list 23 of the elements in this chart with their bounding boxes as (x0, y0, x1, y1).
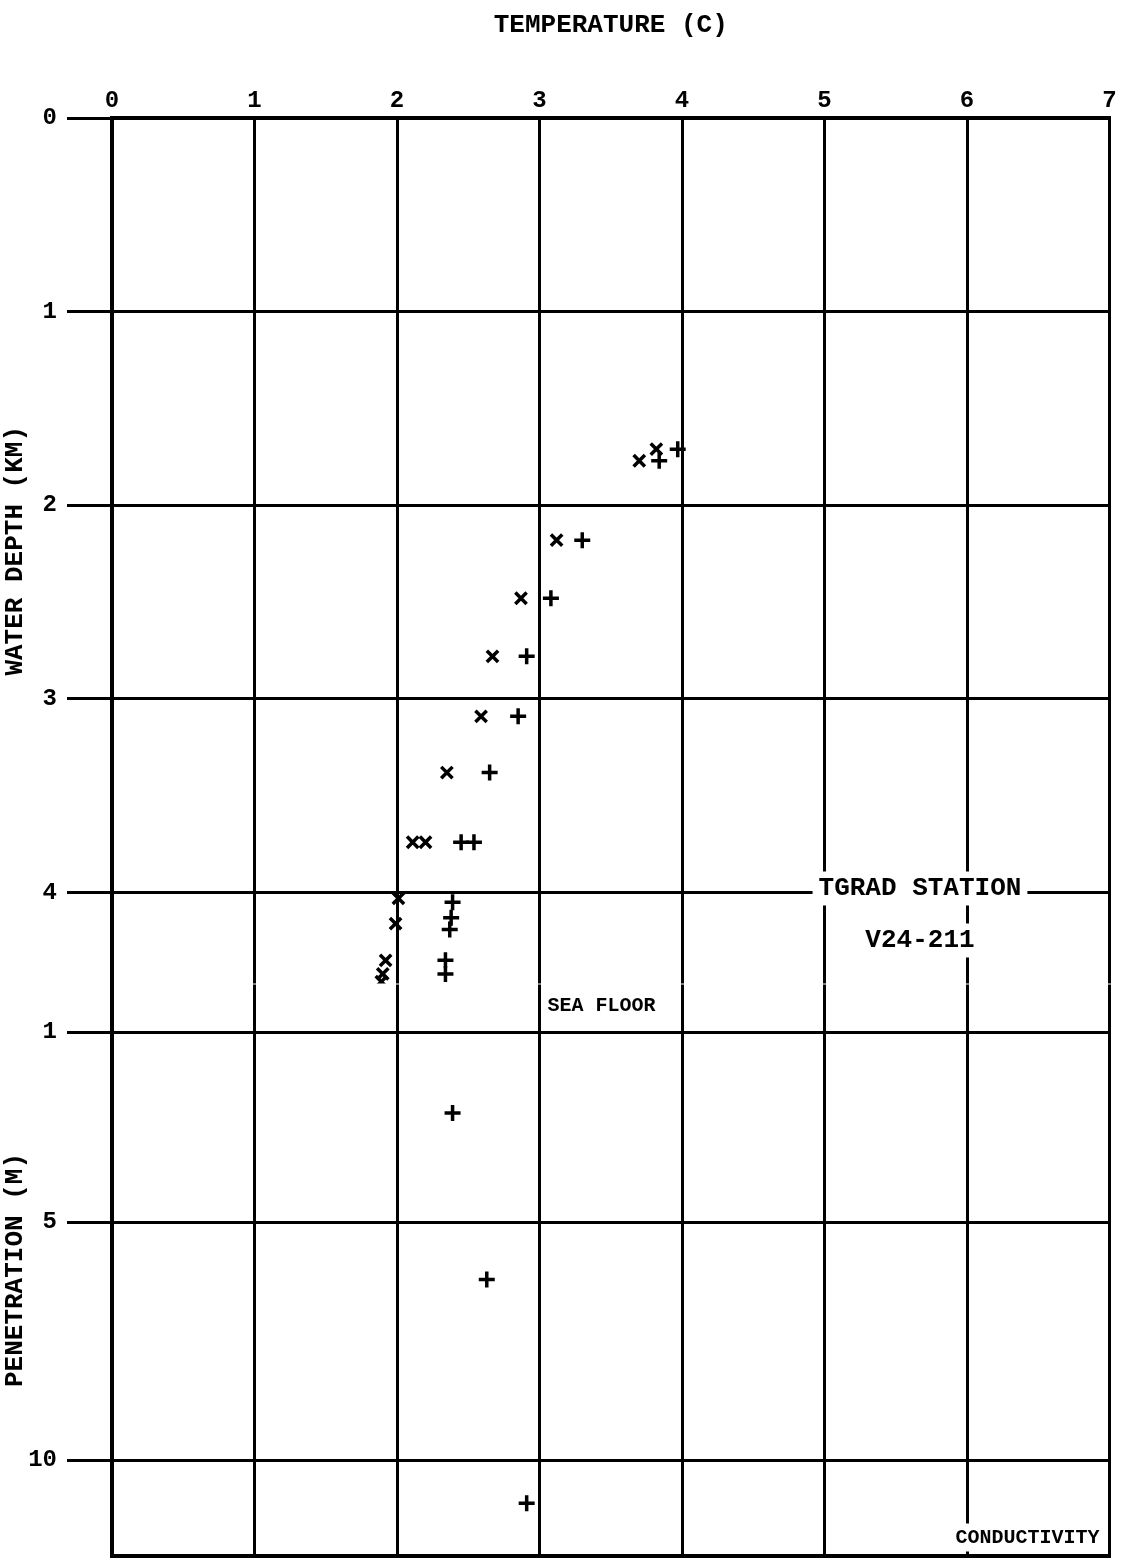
x-tick-label: 1 (247, 86, 262, 114)
x-tick-label: 5 (817, 86, 832, 114)
y-axis-title: PENETRATION (M) (0, 1152, 31, 1388)
y-axis-title: WATER DEPTH (KM) (0, 425, 31, 676)
x-tick-label: 2 (389, 86, 405, 114)
annotation: V24-211 (865, 925, 975, 956)
annotation: SEA FLOOR (547, 994, 656, 1018)
y-tick-label: 3 (42, 684, 57, 712)
y-tick-label: 1 (42, 297, 57, 325)
annotation: CONDUCTIVITY (955, 1525, 1100, 1549)
y-tick-label: 5 (42, 1208, 57, 1236)
x-tick-label: 6 (959, 86, 975, 114)
x-tick-label: 4 (674, 86, 690, 114)
x-tick-label: 7 (1102, 86, 1117, 114)
y-tick-label: 4 (42, 878, 57, 906)
y-tick-label: 2 (42, 491, 57, 519)
y-tick-label: 10 (28, 1446, 57, 1474)
x-tick-label: 3 (532, 86, 547, 114)
x-axis-title: TEMPERATURE (C) (493, 10, 728, 41)
y-tick-label: 1 (42, 1018, 57, 1046)
y-tick-label: 0 (42, 104, 57, 132)
x-tick-label: 0 (104, 86, 120, 114)
annotation: TGRAD STATION (818, 873, 1022, 904)
